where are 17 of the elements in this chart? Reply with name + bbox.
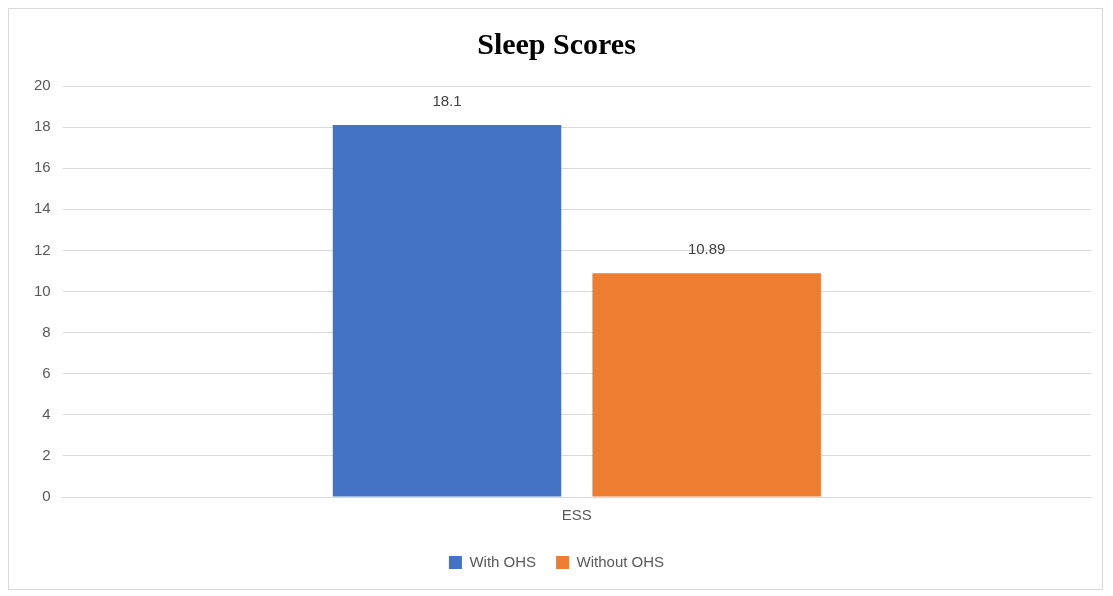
y-tick-label: 2 [42,446,51,464]
y-tick-label: 14 [34,199,51,217]
y-tick-label: 18 [34,117,51,135]
y-tick-label: 0 [42,487,51,505]
data-label: 10.89 [687,239,726,257]
y-tick-label: 4 [42,404,51,422]
y-tick-label: 12 [34,240,51,258]
data-label: 18.1 [432,91,462,109]
legend-label: Without OHS [576,552,665,570]
y-tick-label: 6 [42,363,51,381]
y-tick-label: 20 [34,76,51,94]
y-tick-label: 10 [34,281,51,299]
y-tick-label: 8 [42,322,51,340]
x-tick-label: ESS [561,506,592,524]
chart-title: Sleep Scores [477,26,636,60]
y-tick-label: 16 [34,158,51,176]
legend-label: With OHS [469,552,537,570]
